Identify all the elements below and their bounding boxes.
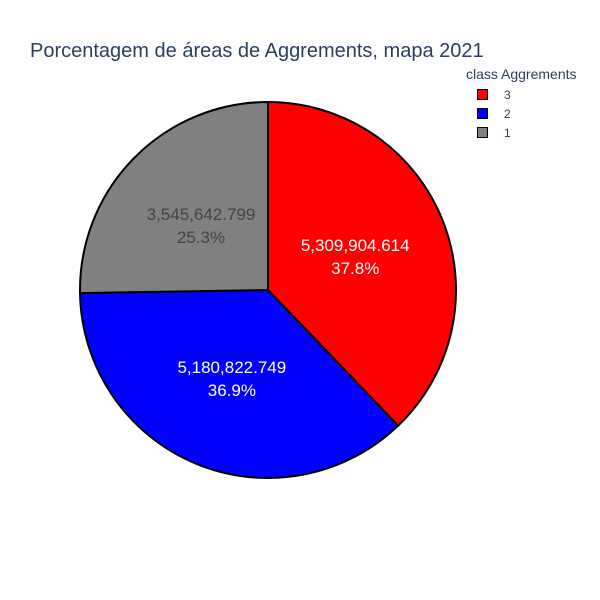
slice-value-label-3: 5,309,904.614: [301, 236, 410, 255]
legend-swatch-3: [477, 89, 488, 100]
legend-swatch-2: [477, 108, 488, 119]
chart-title: Porcentagem de áreas de Aggrements, mapa…: [30, 40, 484, 62]
legend-item-1[interactable]: 1: [466, 123, 577, 142]
pie-slice-1[interactable]: [79, 100, 269, 295]
legend-label-2: 2: [504, 106, 511, 121]
slice-value-label-1: 3,545,642.799: [147, 205, 256, 224]
legend-item-3[interactable]: 3: [466, 85, 577, 104]
legend: class Aggrements 3 2 1: [466, 66, 577, 142]
slice-percent-label-3: 37.8%: [331, 259, 379, 278]
legend-swatch-1: [477, 127, 488, 138]
pie-slice-3[interactable]: [267, 100, 457, 428]
legend-label-3: 3: [504, 87, 511, 102]
legend-item-2[interactable]: 2: [466, 104, 577, 123]
legend-title: class Aggrements: [466, 66, 577, 82]
pie-slice-2[interactable]: [79, 288, 400, 479]
slice-percent-label-2: 36.9%: [208, 381, 256, 400]
slice-percent-label-1: 25.3%: [177, 228, 225, 247]
slice-value-label-2: 5,180,822.749: [177, 358, 286, 377]
legend-label-1: 1: [504, 125, 511, 140]
